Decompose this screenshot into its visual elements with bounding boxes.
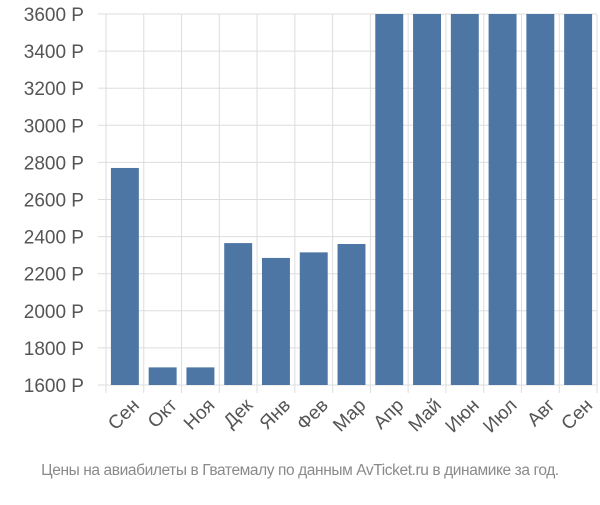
- y-tick-label: 1600 Р: [24, 376, 84, 397]
- bar: [375, 14, 404, 385]
- x-tick-label: Июл: [479, 395, 521, 437]
- y-tick-label: 2400 Р: [24, 228, 84, 249]
- x-tick-label: Янв: [256, 395, 295, 434]
- bar: [450, 14, 479, 385]
- y-tick-label: 3000 Р: [24, 116, 84, 137]
- bar: [526, 14, 555, 385]
- bar: [488, 14, 517, 385]
- y-tick-label: 3600 Р: [24, 5, 84, 26]
- bar: [224, 243, 253, 385]
- y-tick-label: 2800 Р: [24, 153, 84, 174]
- bar: [148, 367, 177, 385]
- bar: [564, 14, 593, 385]
- bar: [413, 14, 442, 385]
- x-tick-label: Июн: [442, 395, 484, 437]
- bar: [186, 367, 215, 385]
- bar: [110, 167, 139, 385]
- chart-caption: Цены на авиабилеты в Гватемалу по данным…: [41, 462, 559, 479]
- y-tick-label: 1800 Р: [24, 339, 84, 360]
- x-tick-label: Фев: [293, 395, 333, 435]
- x-tick-label: Май: [405, 395, 446, 436]
- y-tick-label: 3400 Р: [24, 42, 84, 63]
- x-tick-label: Апр: [370, 395, 409, 434]
- x-tick-label: Сен: [104, 395, 143, 434]
- bar: [337, 244, 366, 385]
- y-tick-label: 2200 Р: [24, 265, 84, 286]
- x-tick-label: Мар: [329, 395, 370, 436]
- y-tick-label: 2600 Р: [24, 191, 84, 212]
- x-tick-label: Окт: [144, 395, 182, 433]
- x-tick-label: Ноя: [180, 395, 219, 434]
- x-tick-label: Авг: [523, 395, 559, 431]
- bar: [261, 257, 290, 385]
- y-tick-label: 2000 Р: [24, 302, 84, 323]
- y-tick-label: 3200 Р: [24, 79, 84, 100]
- x-tick-label: Дек: [220, 395, 258, 433]
- x-tick-label: Сен: [558, 395, 597, 434]
- bar: [299, 252, 328, 385]
